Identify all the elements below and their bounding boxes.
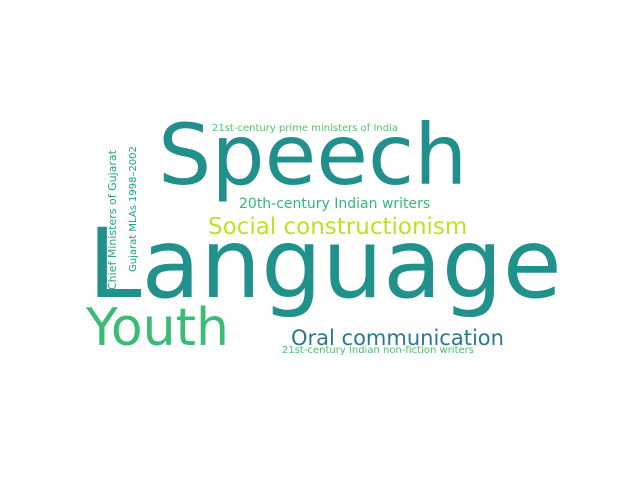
word-chief-ministers-of-gujarat: Chief Ministers of Gujarat	[106, 150, 119, 290]
word-youth: Youth	[86, 298, 229, 358]
word-social-constructionism: Social constructionism	[208, 214, 468, 240]
word-21st-century-prime-ministers: 21st-century prime ministers of India	[212, 123, 399, 134]
word-oral-communication: Oral communication	[291, 326, 504, 350]
word-language: Language	[88, 208, 562, 320]
word-20th-century-indian-writers: 20th-century Indian writers	[239, 196, 431, 212]
word-gujarat-mlas-1998-2002: Gujarat MLAs 1998–2002	[128, 146, 139, 272]
word-21st-century-non-fiction-writers: 21st-century Indian non-fiction writers	[282, 345, 474, 356]
word-speech: Speech	[158, 106, 468, 204]
